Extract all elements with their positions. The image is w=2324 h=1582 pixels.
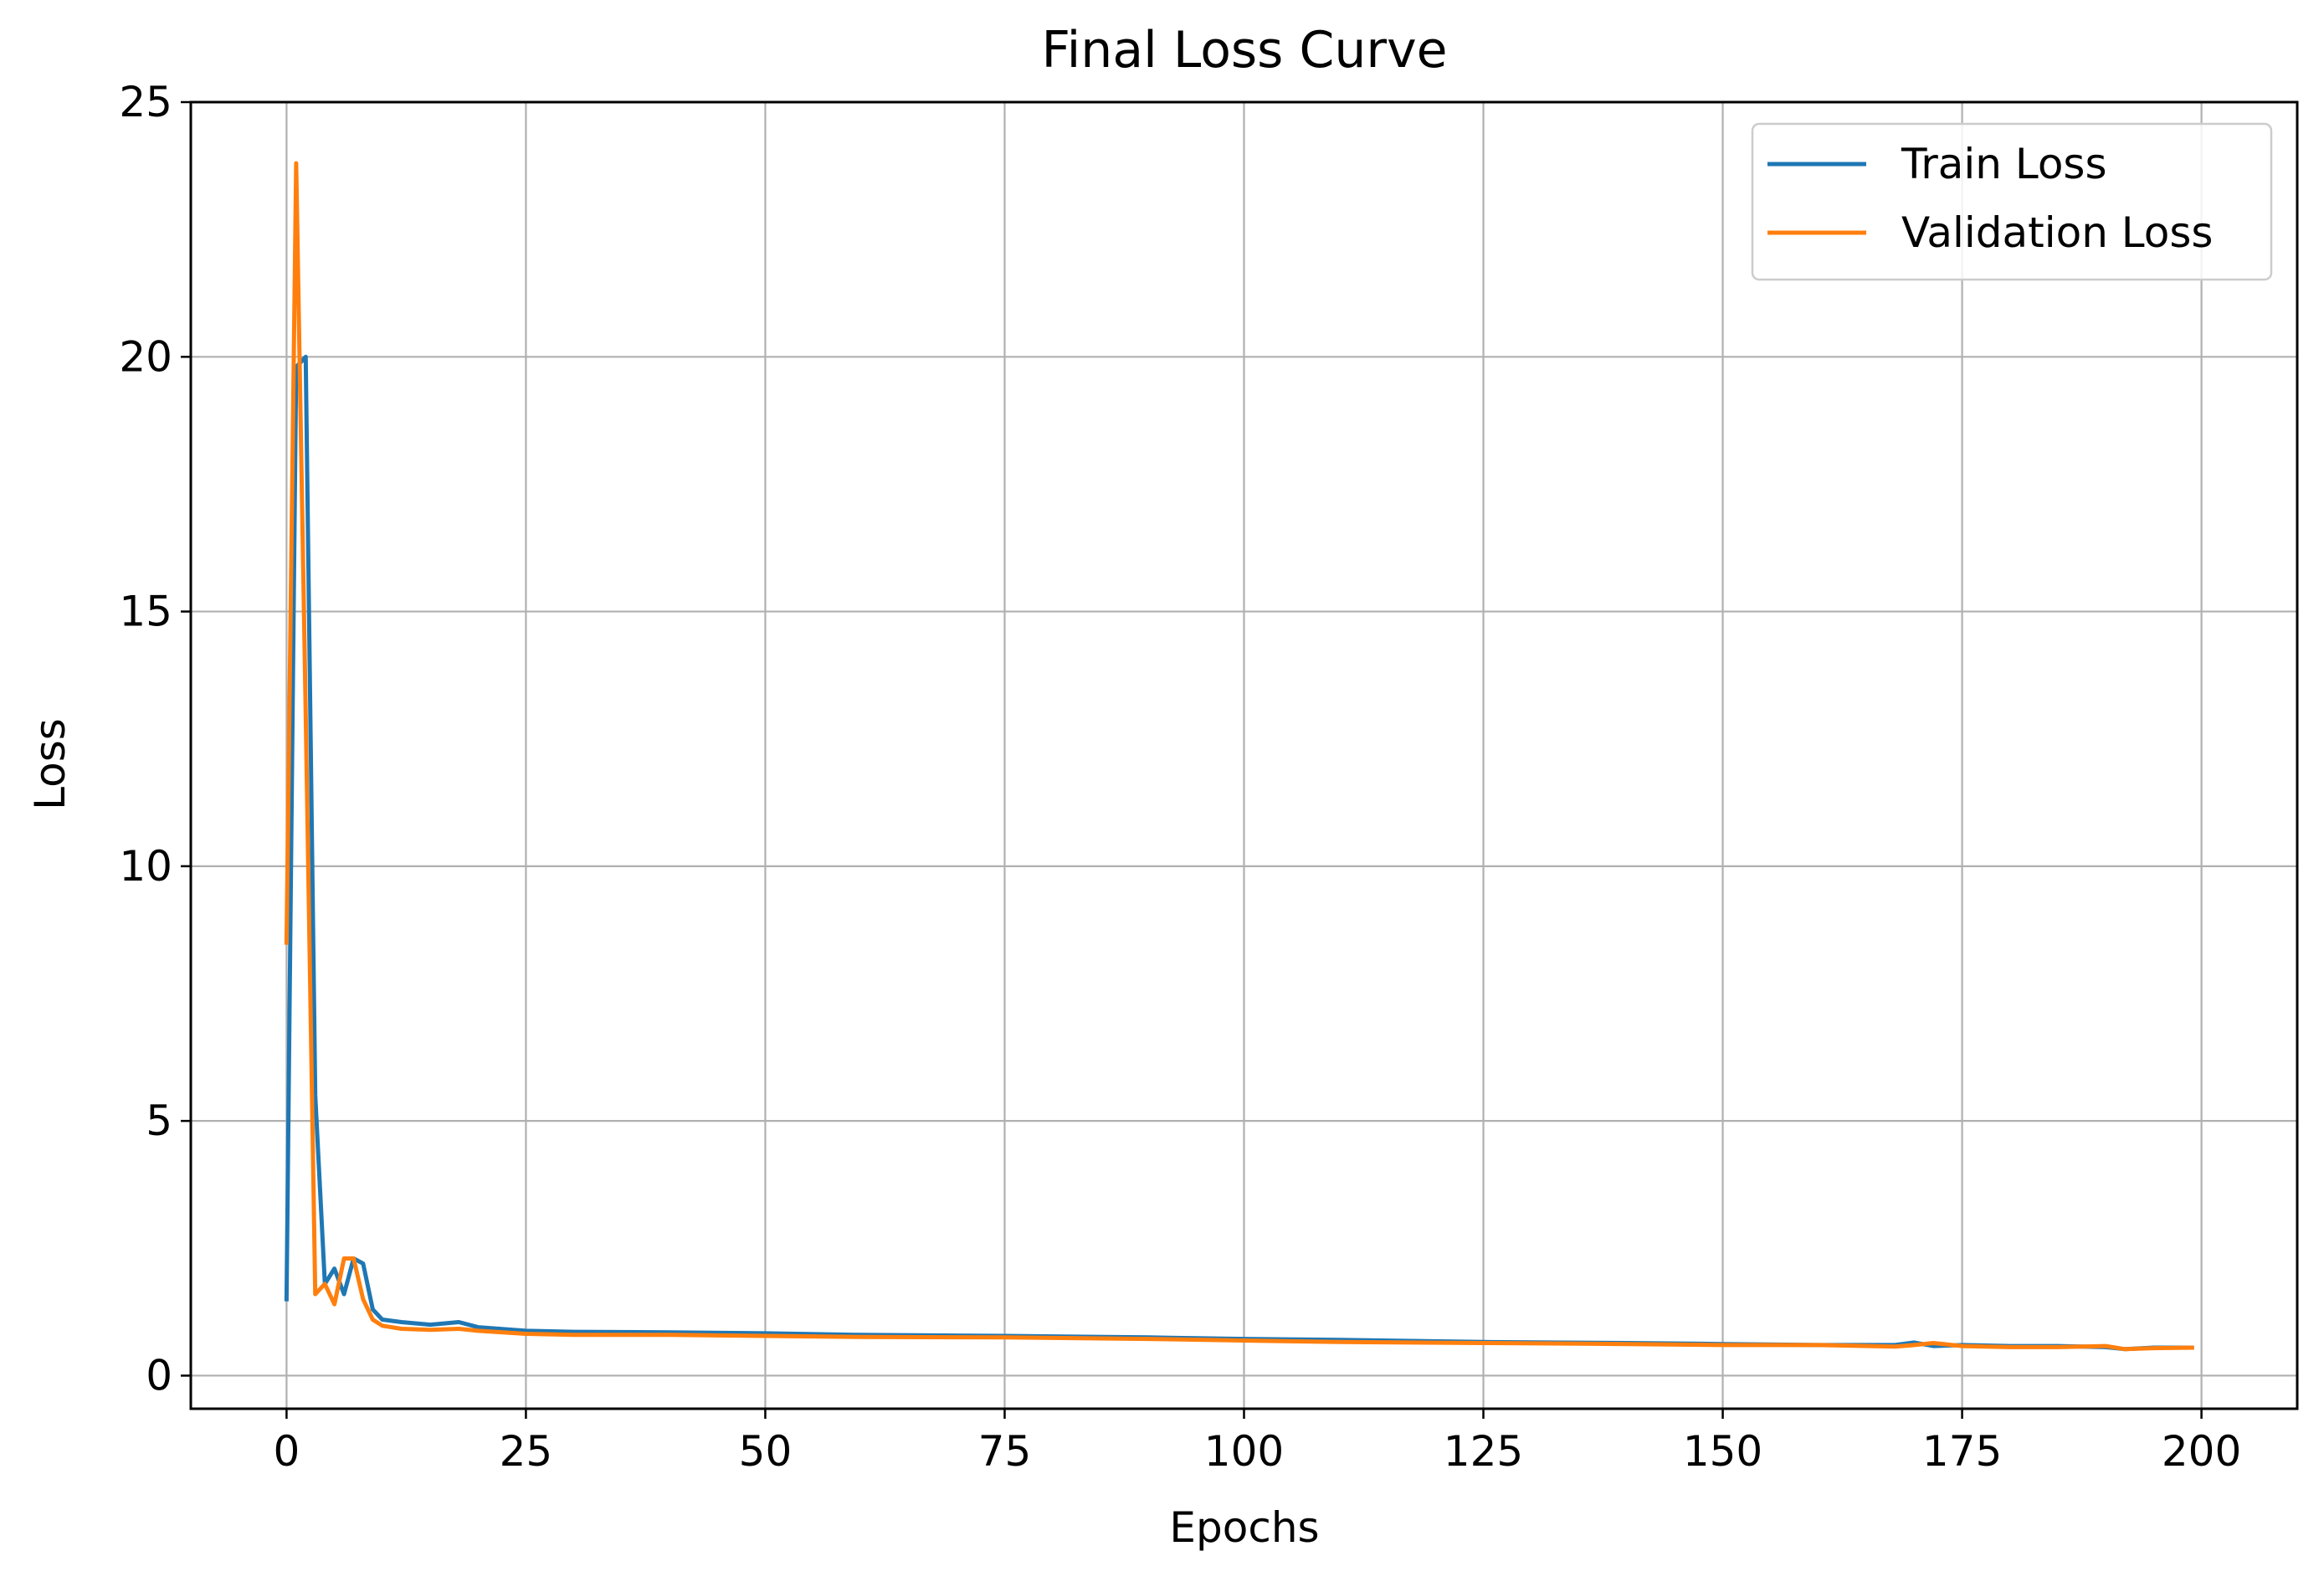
x-tick-label: 175 bbox=[1922, 1427, 2002, 1476]
x-tick-label: 75 bbox=[978, 1427, 1032, 1476]
y-tick-label: 20 bbox=[119, 332, 172, 381]
series-lines bbox=[284, 161, 2194, 1352]
chart-title: Final Loss Curve bbox=[1041, 21, 1447, 80]
x-tick-label: 0 bbox=[274, 1427, 300, 1476]
x-tick-label: 50 bbox=[739, 1427, 793, 1476]
y-axis-label: Loss bbox=[26, 718, 74, 810]
y-tick-label: 5 bbox=[146, 1097, 172, 1145]
legend-label: Validation Loss bbox=[1901, 208, 2213, 257]
axis-ticks: 0 25 50 75 100 125 150 175 200 0 5 10 15 20 25 bbox=[119, 78, 2241, 1476]
series-line-validation-loss bbox=[284, 161, 2194, 1352]
y-tick-label: 10 bbox=[119, 842, 172, 891]
x-tick-label: 25 bbox=[500, 1427, 553, 1476]
legend-box bbox=[1751, 122, 2273, 281]
y-tick-label: 25 bbox=[119, 78, 172, 126]
x-tick-label: 150 bbox=[1683, 1427, 1762, 1476]
x-axis-label: Epochs bbox=[1169, 1503, 1319, 1552]
legend: Train Loss Validation Loss bbox=[1751, 122, 2273, 281]
x-tick-label: 100 bbox=[1204, 1427, 1284, 1476]
x-tick-label: 125 bbox=[1444, 1427, 1523, 1476]
y-tick-label: 0 bbox=[146, 1351, 172, 1400]
legend-label: Train Loss bbox=[1901, 140, 2107, 188]
x-tick-label: 200 bbox=[2162, 1427, 2241, 1476]
y-tick-label: 15 bbox=[119, 588, 172, 636]
